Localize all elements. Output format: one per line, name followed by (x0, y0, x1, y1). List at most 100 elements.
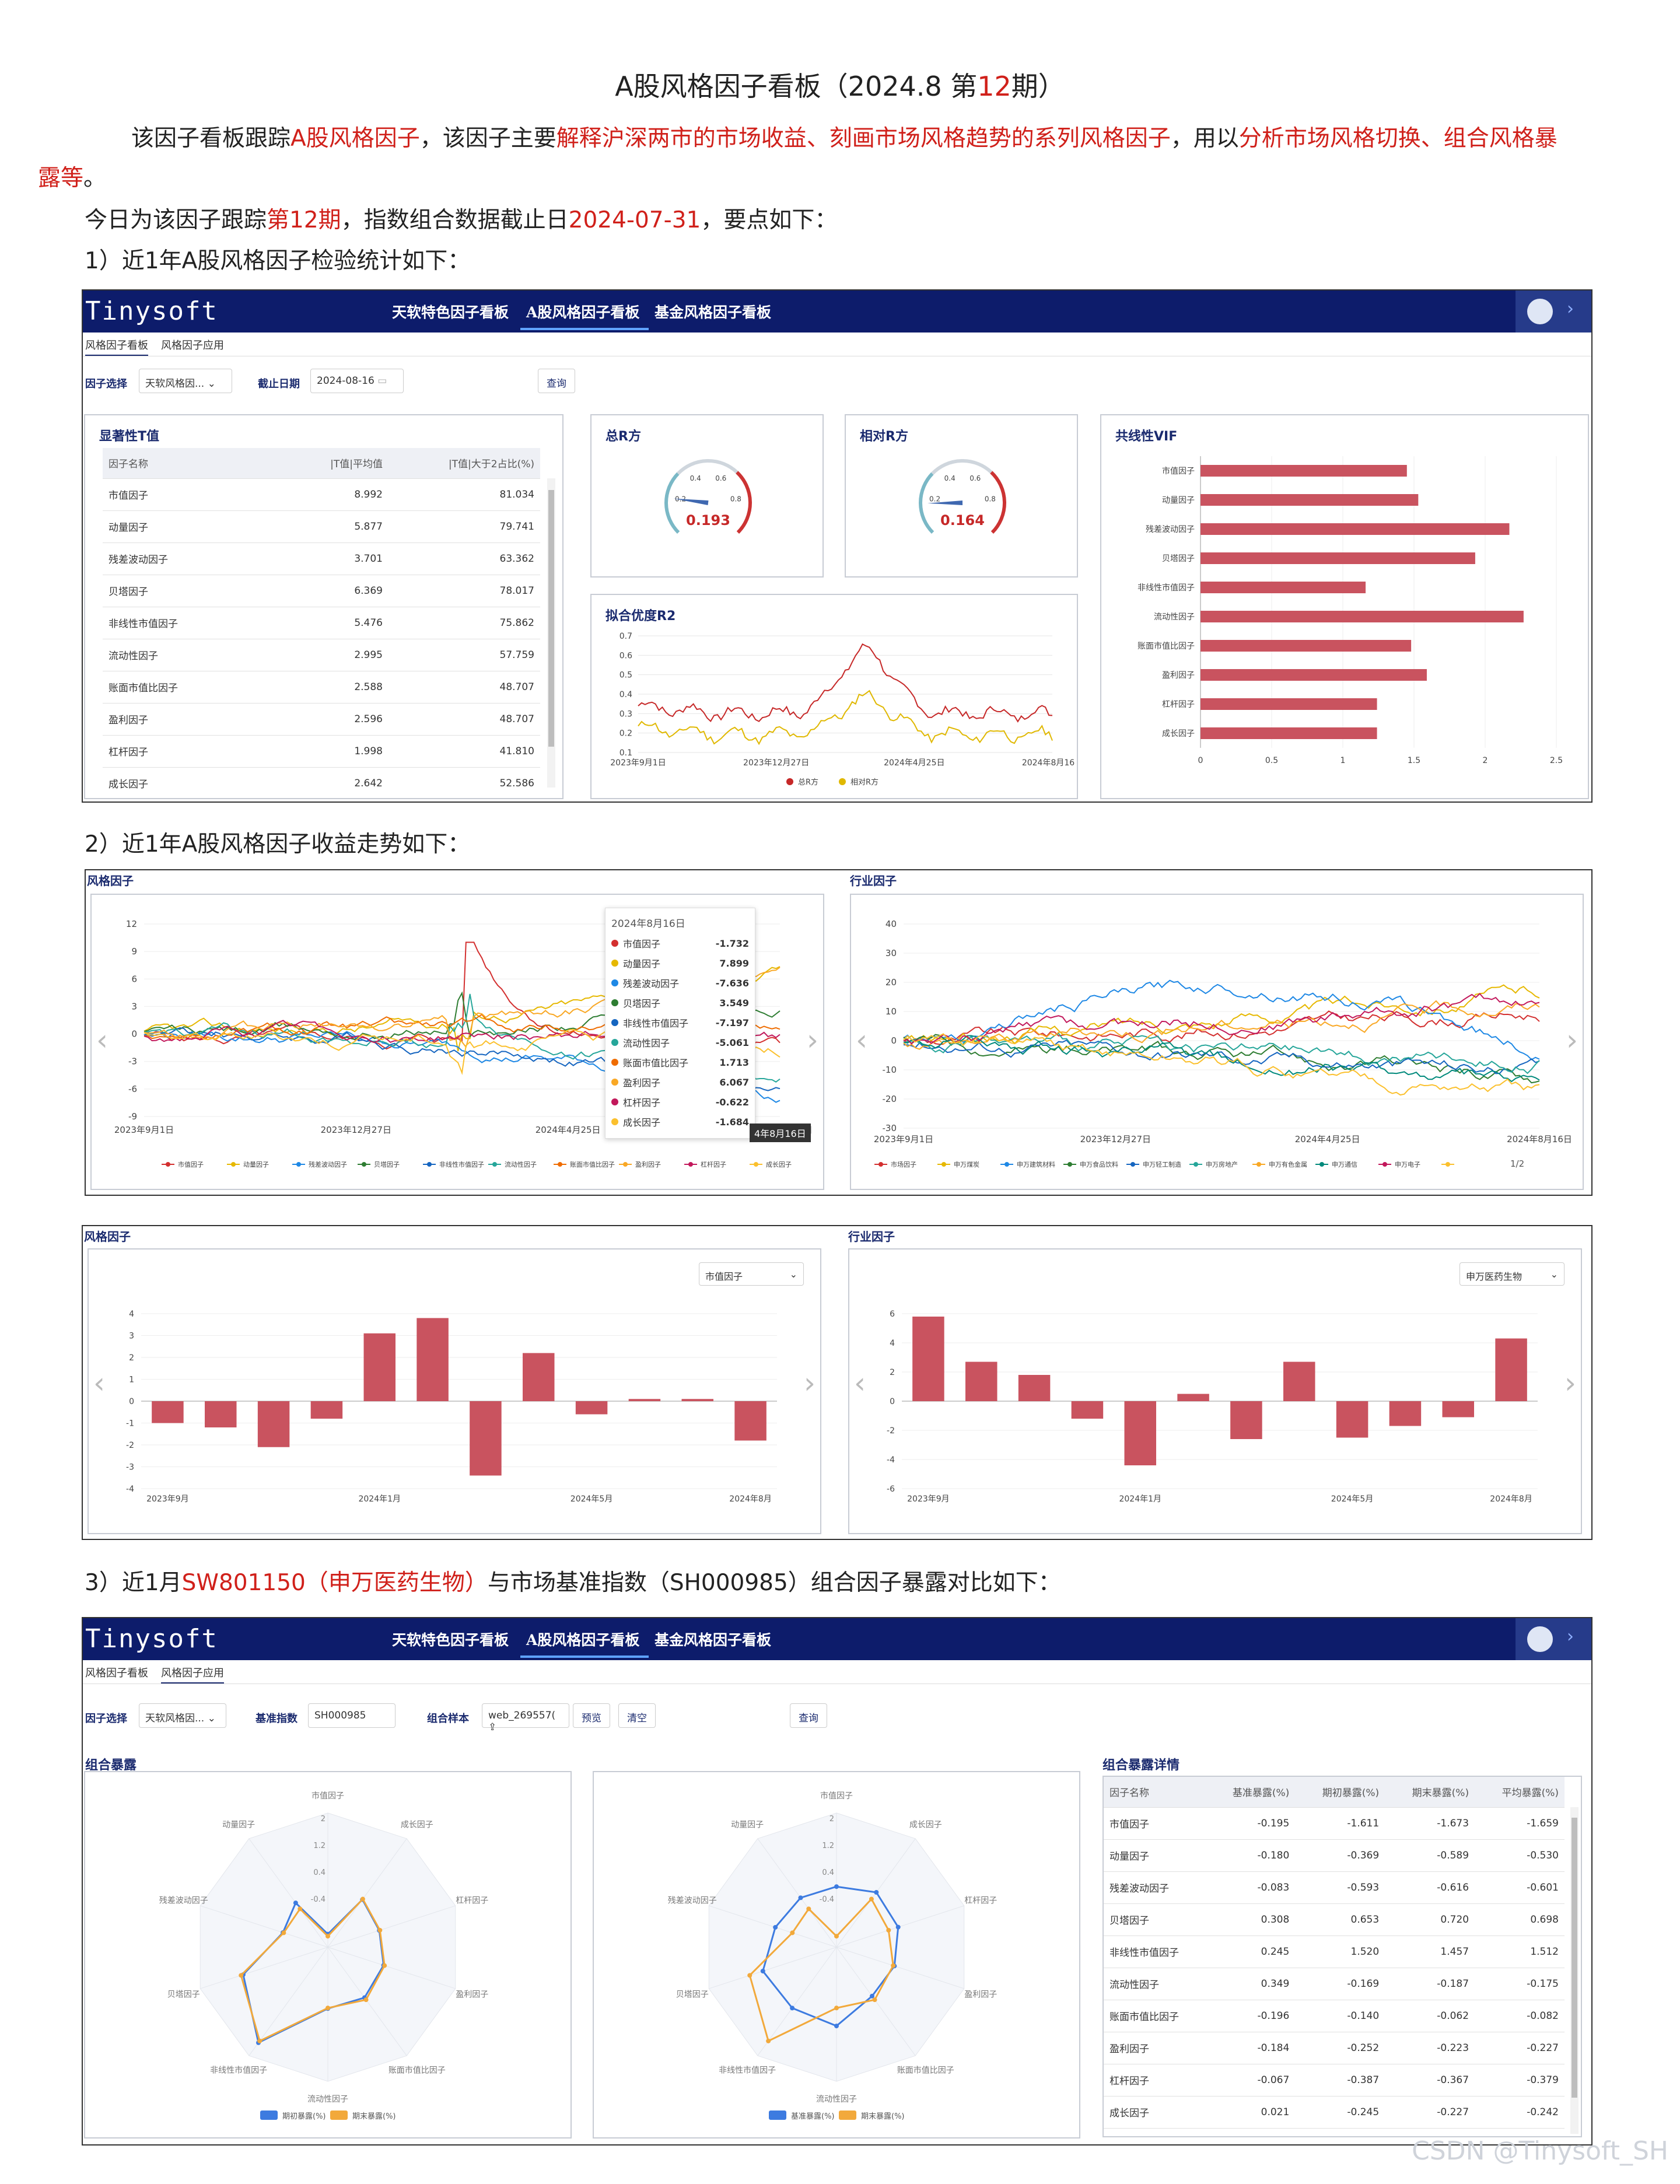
radar-axis-label: 盈利因子 (964, 1990, 997, 1999)
column-header[interactable]: 期初暴露(%) (1295, 1777, 1385, 1808)
radar-point (834, 2006, 839, 2011)
column-header[interactable]: 平均暴露(%) (1475, 1777, 1564, 1808)
nav-tab-special[interactable]: 天软特色因子看板 (392, 1632, 509, 1648)
y-tick-label: 0 (131, 1029, 137, 1040)
legend-dot (427, 1162, 432, 1167)
nav-tab-a-share[interactable]: A股风格因子看板 (526, 304, 640, 321)
cell-value: -0.082 (1475, 2000, 1564, 2032)
clear-button[interactable]: 清空 (618, 1703, 656, 1728)
category-label: 动量因子 (1162, 496, 1195, 505)
series-line-relative-r2 (638, 690, 1053, 746)
preview-button[interactable]: 预览 (573, 1703, 610, 1728)
cell-value: 57.759 (388, 639, 540, 671)
bar (965, 1362, 998, 1401)
column-header[interactable]: 基准暴露(%) (1205, 1777, 1296, 1808)
category-label: 市值因子 (1162, 466, 1195, 476)
category-label: 成长因子 (1162, 729, 1195, 738)
y-tick-label: -3 (128, 1056, 137, 1067)
bar (575, 1401, 608, 1415)
date-input[interactable]: 2024-08-16 ▭ (310, 369, 404, 393)
bar (1124, 1401, 1156, 1465)
table-row[interactable]: 成长因子 0.021 -0.245 -0.227 -0.242 (1104, 2096, 1564, 2129)
bar (1177, 1394, 1209, 1401)
table-row[interactable]: 残差波动因子 3.701 63.362 (103, 542, 540, 575)
user-menu[interactable]: › (1516, 1618, 1591, 1660)
cell-factor-name: 杠杆因子 (1104, 2064, 1206, 2096)
table-row[interactable]: 残差波动因子 -0.083 -0.593 -0.616 -0.601 (1104, 1871, 1564, 1904)
nav-tab-special[interactable]: 天软特色因子看板 (392, 304, 509, 321)
factor-select[interactable]: 天软风格因... ⌄ (139, 1703, 226, 1728)
style-factor-select[interactable]: 市值因子 ⌄ (699, 1262, 804, 1286)
query-button[interactable]: 查询 (538, 369, 575, 393)
radar-axis-label: 市值因子 (820, 1791, 853, 1801)
tooltip-series-name: 非线性市值因子 (623, 1018, 689, 1029)
prev-arrow-icon[interactable]: ‹ (854, 1366, 866, 1400)
chevron-down-icon: ⌄ (1550, 1269, 1558, 1280)
benchmark-input[interactable]: SH000985 (308, 1703, 396, 1728)
radar-point (895, 1924, 901, 1930)
table-row[interactable]: 盈利因子 2.596 48.707 (103, 703, 540, 736)
table-row[interactable]: 非线性市值因子 0.245 1.520 1.457 1.512 (1104, 1936, 1564, 1968)
table-row[interactable]: 动量因子 -0.180 -0.369 -0.589 -0.530 (1104, 1839, 1564, 1872)
column-header[interactable]: |T值|平均值 (243, 448, 388, 479)
nav-tab-fund[interactable]: 基金风格因子看板 (654, 304, 772, 321)
next-arrow-icon[interactable]: › (1566, 1023, 1578, 1057)
table-row[interactable]: 账面市值比因子 2.588 48.707 (103, 671, 540, 704)
sample-label: 组合样本 (427, 1713, 469, 1725)
column-header[interactable]: 因子名称 (1104, 1777, 1206, 1808)
next-arrow-icon[interactable]: › (804, 1366, 816, 1400)
table-row[interactable]: 杠杆因子 1.998 41.810 (103, 735, 540, 768)
table-row[interactable]: 成长因子 2.642 52.586 (103, 767, 540, 792)
column-header[interactable]: 因子名称 (103, 448, 243, 479)
prev-arrow-icon[interactable]: ‹ (856, 1023, 867, 1057)
table-row[interactable]: 动量因子 5.877 79.741 (103, 510, 540, 543)
y-tick-label: 6 (131, 974, 137, 984)
legend-label: 流动性因子 (505, 1160, 537, 1168)
bar (152, 1401, 184, 1423)
legend-label: 基准暴露(%) (791, 2112, 835, 2121)
table-scrollbar[interactable] (547, 478, 555, 788)
query-button[interactable]: 查询 (790, 1703, 827, 1728)
table-row[interactable]: 市值因子 -0.195 -1.611 -1.673 -1.659 (1104, 1807, 1564, 1840)
radar-point (257, 2038, 262, 2043)
sample-input[interactable]: web_269557( ⇪ (482, 1703, 569, 1733)
radar-spoke (709, 1947, 837, 1989)
column-header[interactable]: 期末暴露(%) (1385, 1777, 1475, 1808)
column-header[interactable]: |T值|大于2占比(%) (388, 448, 540, 479)
tooltip-series-value: -7.197 (715, 1017, 749, 1028)
factor-select[interactable]: 天软风格因... ⌄ (139, 369, 232, 393)
series-line-total-r2 (638, 643, 1053, 723)
table-row[interactable]: 非线性市值因子 5.476 75.862 (103, 607, 540, 639)
nav-tab-fund[interactable]: 基金风格因子看板 (654, 1632, 772, 1648)
table-row[interactable]: 流动性因子 0.349 -0.169 -0.187 -0.175 (1104, 1968, 1564, 2000)
prev-arrow-icon[interactable]: ‹ (93, 1366, 105, 1400)
next-arrow-icon[interactable]: › (1564, 1366, 1576, 1400)
cell-factor-name: 盈利因子 (103, 703, 243, 736)
cell-factor-name: 成长因子 (103, 767, 243, 792)
table-row[interactable]: 盈利因子 -0.184 -0.252 -0.223 -0.227 (1104, 2032, 1564, 2064)
nav-tab-a-share[interactable]: A股风格因子看板 (526, 1632, 640, 1648)
legend-label: 期初暴露(%) (282, 2112, 326, 2121)
subtab-board[interactable]: 风格因子看板 (85, 1667, 148, 1679)
table-row[interactable]: 市值因子 8.992 81.034 (103, 478, 540, 511)
subtab-application[interactable]: 风格因子应用 (161, 1665, 224, 1684)
gauge-pointer (673, 498, 709, 505)
radar-axis-label: 市值因子 (312, 1791, 344, 1801)
industry-select[interactable]: 申万医药生物 ⌄ (1460, 1262, 1564, 1286)
table-row[interactable]: 流动性因子 2.995 57.759 (103, 639, 540, 671)
radar-point (281, 1930, 286, 1936)
table-scrollbar[interactable] (1570, 1807, 1578, 2134)
table-row[interactable]: 贝塔因子 0.308 0.653 0.720 0.698 (1104, 1903, 1564, 1936)
prev-arrow-icon[interactable]: ‹ (96, 1023, 108, 1057)
cell-value: 5.877 (243, 510, 388, 543)
user-menu[interactable]: › (1516, 290, 1591, 332)
cell-factor-name: 流动性因子 (1104, 1968, 1206, 2000)
table-row[interactable]: 贝塔因子 6.369 78.017 (103, 575, 540, 607)
radar-axis-label: 残差波动因子 (159, 1896, 208, 1906)
subtab-board[interactable]: 风格因子看板 (85, 337, 148, 356)
x-tick-label: 2023年9月 (146, 1494, 189, 1504)
next-arrow-icon[interactable]: › (807, 1023, 818, 1057)
table-row[interactable]: 杠杆因子 -0.067 -0.387 -0.367 -0.379 (1104, 2064, 1564, 2096)
table-row[interactable]: 账面市值比因子 -0.196 -0.140 -0.062 -0.082 (1104, 2000, 1564, 2032)
subtab-application[interactable]: 风格因子应用 (161, 340, 224, 352)
